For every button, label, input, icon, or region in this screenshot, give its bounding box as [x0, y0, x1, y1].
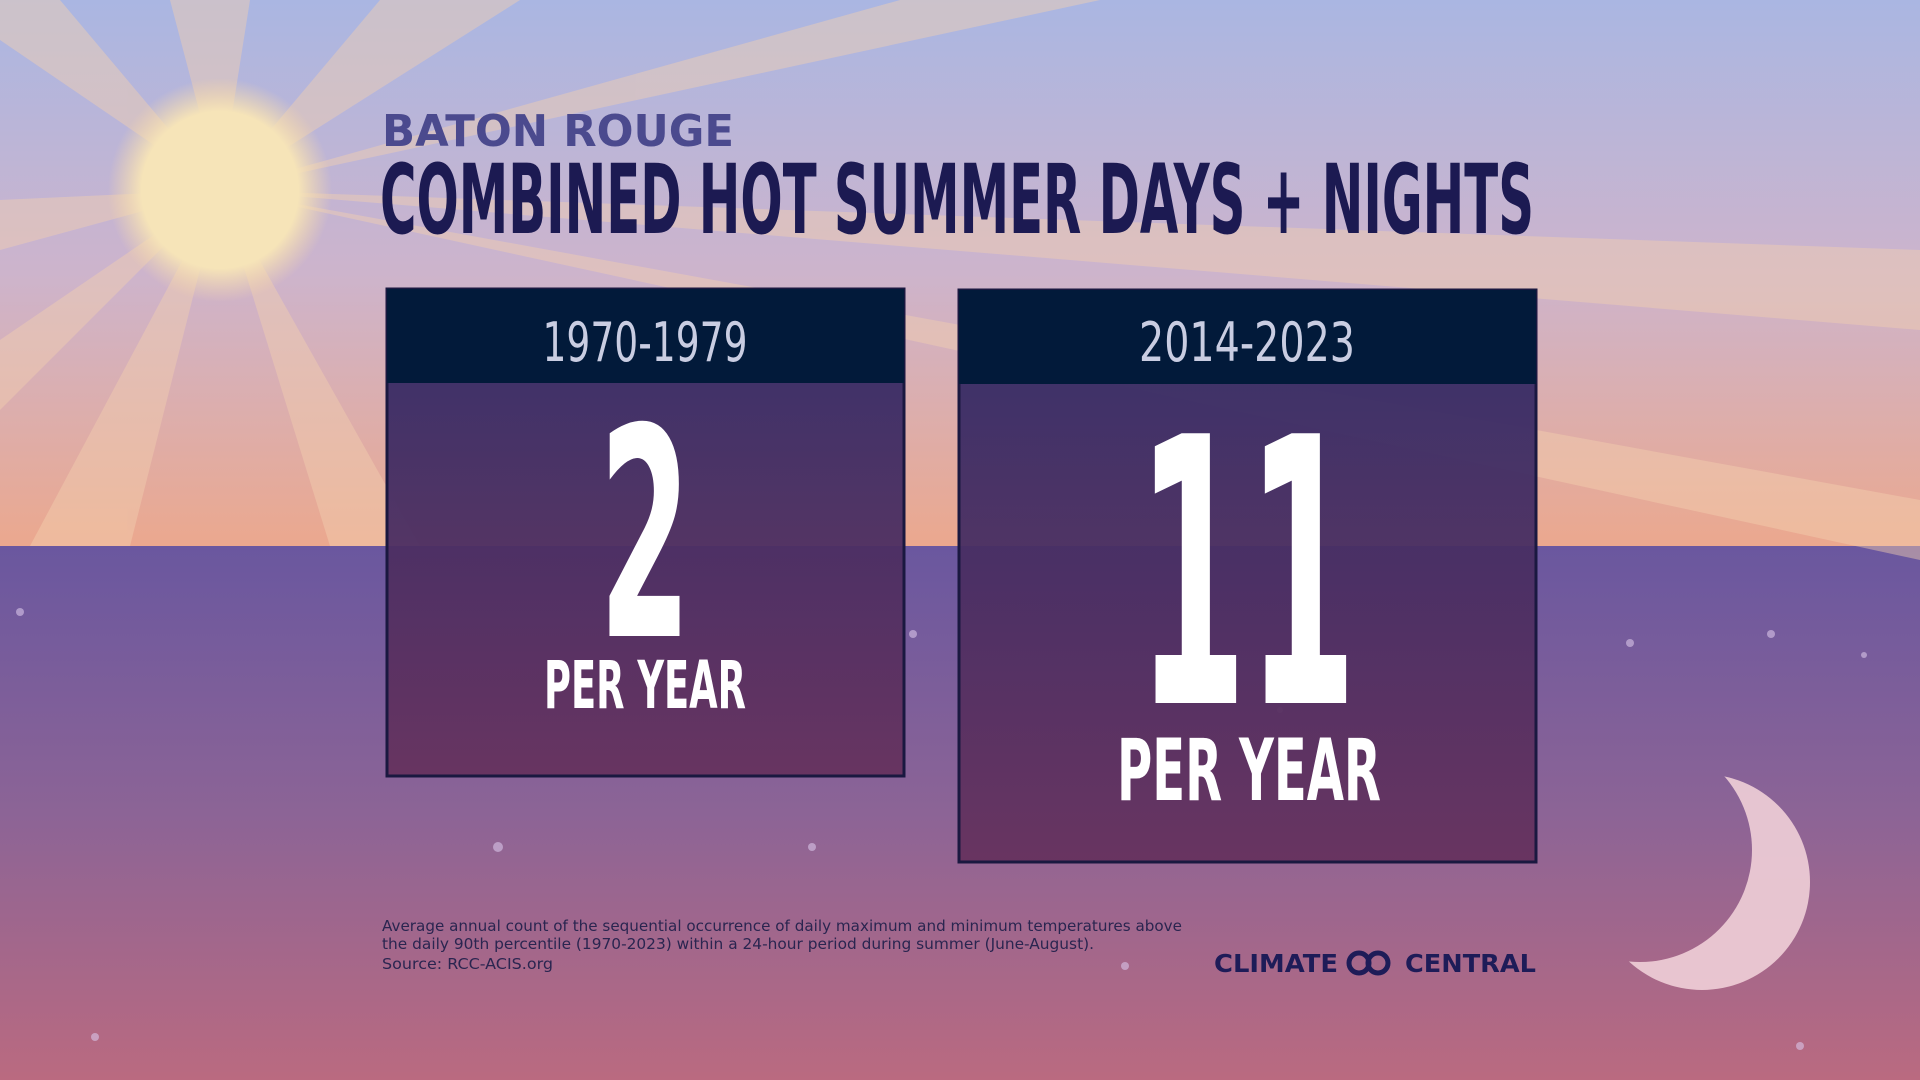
card: 1970-1979 2 PER YEAR	[385, 287, 906, 778]
stars	[16, 608, 1867, 1050]
footnote-line: the daily 90th percentile (1970-2023) wi…	[382, 935, 1094, 953]
logo-icon	[1346, 950, 1391, 976]
title: COMBINED HOT SUMMER DAYS + NIGHTS	[380, 144, 1534, 256]
card-header	[959, 290, 1536, 384]
location: BATON ROUGE	[382, 106, 734, 157]
card-header	[387, 289, 904, 383]
moon	[1594, 774, 1810, 990]
value: 11	[1137, 361, 1357, 791]
period: 1970-1979	[543, 311, 748, 374]
unit: PER YEAR	[544, 647, 746, 724]
card-body	[957, 288, 1538, 864]
logo: CLIMATE CENTRAL	[1214, 949, 1536, 978]
unit: PER YEAR	[1117, 721, 1381, 821]
logo-text: CENTRAL	[1405, 949, 1536, 978]
period: 2014-2023	[1139, 311, 1355, 374]
footnote-line: Average annual count of the sequential o…	[382, 917, 1182, 935]
logo-text: CLIMATE	[1214, 949, 1338, 978]
sun	[108, 78, 332, 302]
value: 2	[599, 368, 691, 705]
footnote-source: Source: RCC-ACIS.org	[382, 955, 553, 973]
card: 2014-2023 11 PER YEAR	[957, 288, 1538, 864]
